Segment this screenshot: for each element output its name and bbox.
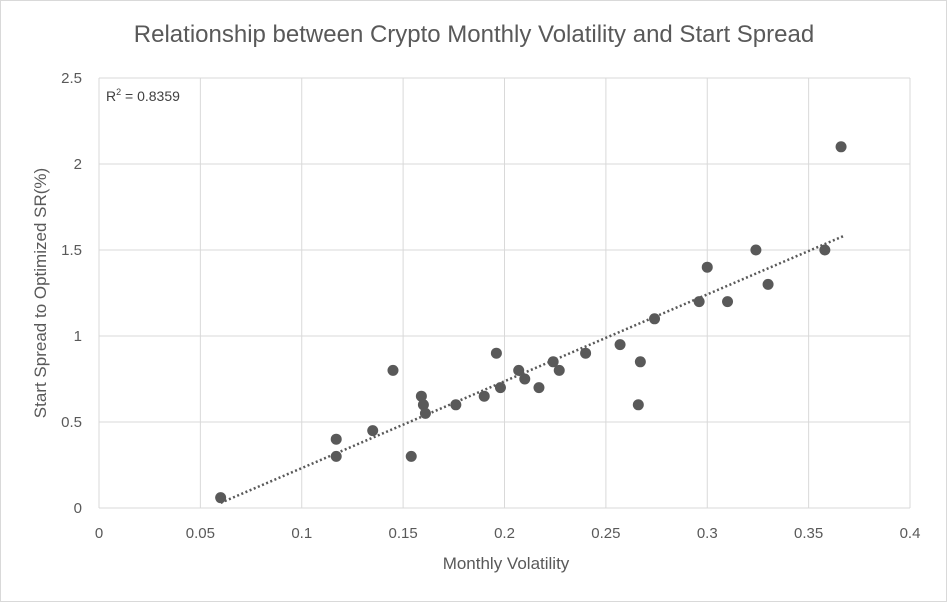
data-point	[722, 296, 734, 308]
data-point	[387, 364, 399, 376]
data-point	[367, 425, 379, 437]
chart-title: Relationship between Crypto Monthly Vola…	[134, 21, 814, 48]
data-point	[330, 450, 342, 462]
data-point	[614, 339, 626, 351]
r-squared-label: R2 = 0.8359	[106, 87, 180, 104]
x-tick-label: 0.1	[291, 525, 312, 542]
x-tick-label: 0	[95, 525, 103, 542]
data-point	[490, 347, 502, 359]
r-squared-symbol: R	[106, 88, 116, 104]
x-tick-label: 0.3	[697, 525, 718, 542]
r-squared-superscript: 2	[116, 87, 121, 97]
y-tick-label: 1.5	[61, 242, 82, 259]
y-axis-ticks: 0 0.5 1 1.5 2 2.5	[61, 70, 82, 517]
data-point	[580, 347, 592, 359]
data-point	[553, 364, 565, 376]
data-point	[762, 278, 774, 290]
data-point	[632, 399, 644, 411]
x-tick-label: 0.05	[186, 525, 215, 542]
data-point	[547, 356, 559, 368]
data-point	[417, 399, 429, 411]
x-tick-label: 0.4	[900, 525, 921, 542]
data-point	[419, 407, 431, 419]
data-point	[634, 356, 646, 368]
r-squared-value: = 0.8359	[121, 88, 180, 104]
x-tick-label: 0.15	[389, 525, 418, 542]
x-axis-ticks: 0 0.05 0.1 0.15 0.2 0.25 0.3 0.35 0.4	[95, 525, 921, 542]
data-point	[835, 141, 847, 153]
data-point	[750, 244, 762, 256]
y-tick-label: 2.5	[61, 70, 82, 87]
data-point	[415, 390, 427, 402]
data-points	[215, 141, 847, 504]
x-tick-label: 0.35	[794, 525, 823, 542]
data-point	[478, 390, 490, 402]
data-point	[693, 296, 705, 308]
y-tick-label: 1	[74, 328, 82, 345]
y-tick-label: 0	[74, 500, 82, 517]
data-point	[533, 382, 545, 394]
y-tick-label: 2	[74, 156, 82, 173]
x-tick-label: 0.25	[591, 525, 620, 542]
data-point	[819, 244, 831, 256]
trendline-group	[220, 235, 844, 504]
data-point	[330, 433, 342, 445]
trendline	[220, 235, 844, 504]
y-tick-label: 0.5	[61, 414, 82, 431]
data-point	[450, 399, 462, 411]
x-tick-label: 0.2	[494, 525, 515, 542]
gridlines	[98, 77, 911, 509]
data-point	[519, 373, 531, 385]
data-point	[513, 364, 525, 376]
data-point	[494, 382, 506, 394]
data-point	[405, 450, 417, 462]
data-point	[215, 492, 227, 504]
x-axis-label: Monthly Volatility	[443, 554, 570, 573]
data-point	[701, 261, 713, 273]
y-axis-label: Start Spread to Optimized SR(%)	[31, 168, 50, 418]
data-point	[649, 313, 661, 325]
